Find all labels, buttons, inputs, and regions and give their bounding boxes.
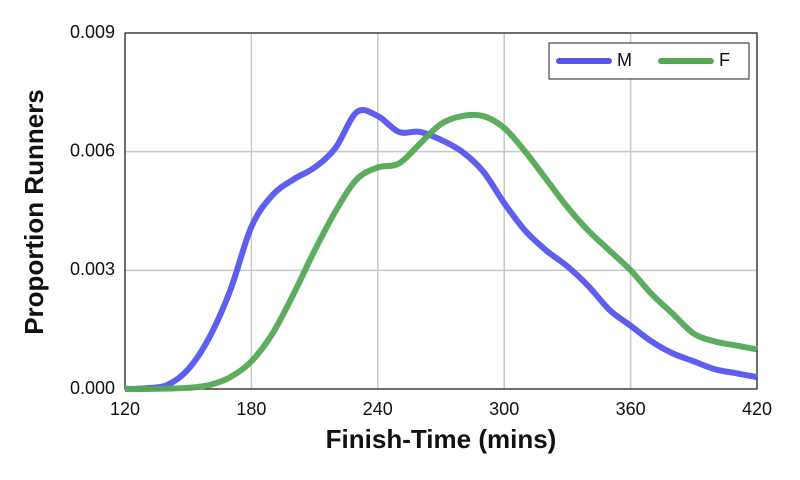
legend-label: F xyxy=(719,50,730,70)
data-line xyxy=(124,107,758,392)
x-axis-label: Finish-Time (mins) xyxy=(326,424,557,454)
y-tick-label: 0.006 xyxy=(70,140,115,160)
y-tick-label: 0.009 xyxy=(70,22,115,42)
x-tick-label: 300 xyxy=(489,399,519,419)
legend-label: M xyxy=(617,50,632,70)
x-tick-label: 240 xyxy=(363,399,393,419)
data-line xyxy=(124,111,758,393)
y-axis-label: Proportion Runners xyxy=(19,89,49,335)
y-tick-label: 0.003 xyxy=(70,259,115,279)
x-tick-label: 360 xyxy=(616,399,646,419)
x-tick-label: 180 xyxy=(236,399,266,419)
x-tick-label: 420 xyxy=(742,399,772,419)
y-tick-label: 0.000 xyxy=(70,378,115,398)
plot-frame xyxy=(124,32,758,390)
x-tick-label: 120 xyxy=(110,399,140,419)
